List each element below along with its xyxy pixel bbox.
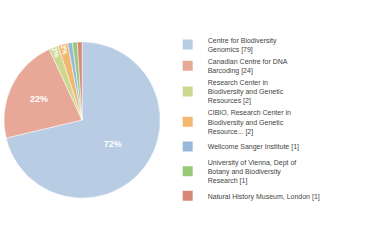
svg-text:2%: 2%: [50, 46, 61, 59]
svg-text:2%: 2%: [60, 44, 69, 55]
svg-text:CIBIO, Research Center inBiodi: CIBIO, Research Center inBiodiversity an…: [208, 109, 291, 135]
svg-text:Canadian Centre for DNABarcodi: Canadian Centre for DNABarcoding [24]: [208, 58, 288, 75]
svg-text:Natural History Museum, London: Natural History Museum, London [1]: [208, 193, 320, 201]
svg-text:University of Vienna, Dept ofB: University of Vienna, Dept ofBotany and …: [208, 159, 297, 185]
svg-text:Centre for BiodiversityGenomic: Centre for BiodiversityGenomics [79]: [208, 37, 277, 54]
svg-text:Research Center inBiodiversity: Research Center inBiodiversity and Genet…: [208, 79, 284, 105]
svg-text:Wellcome Sanger Institute [1]: Wellcome Sanger Institute [1]: [208, 143, 299, 151]
svg-text:72%: 72%: [104, 139, 122, 149]
svg-text:22%: 22%: [30, 94, 48, 104]
